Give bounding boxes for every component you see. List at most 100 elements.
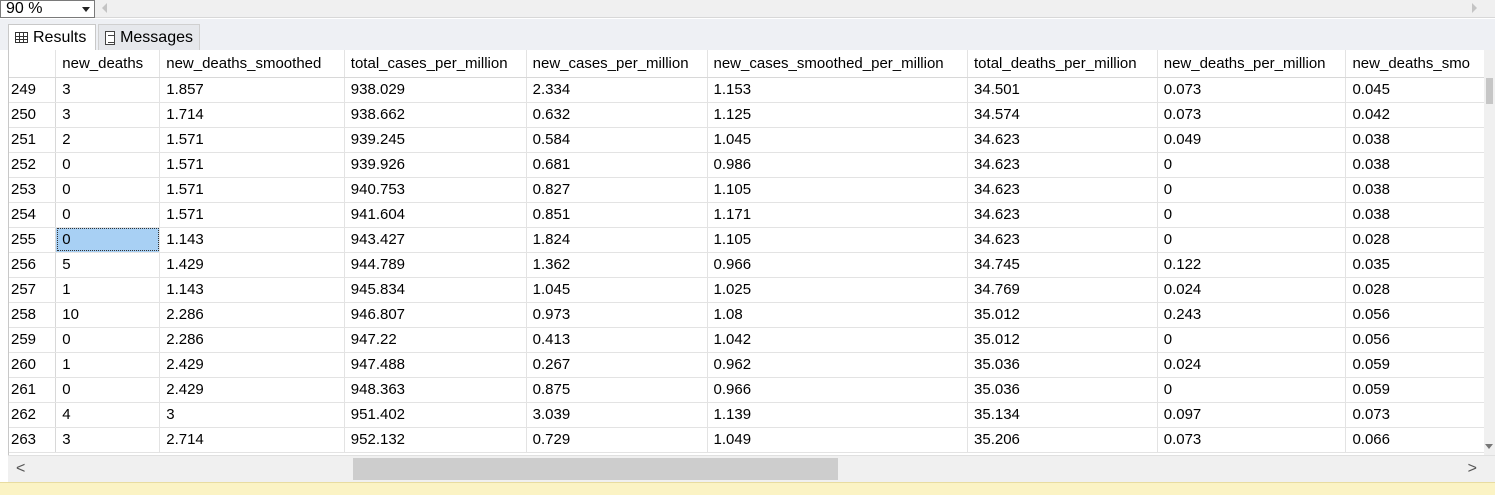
cell-new_deaths_smoothed[interactable]: 2.429 [159,352,345,378]
cell-total_deaths_per_million[interactable]: 35.012 [967,327,1158,353]
table-row[interactable]: 261 0 2.429 948.363 0.875 0.966 35.036 0 0.059 [9,377,1495,403]
cell-new_deaths[interactable]: 5 [55,252,161,278]
cell-new_cases_per_million[interactable]: 0.681 [526,152,708,178]
cell-total_cases_per_million[interactable]: 944.789 [344,252,527,278]
cell-total_deaths_per_million[interactable]: 35.134 [967,402,1158,428]
cell-new_deaths_smo[interactable]: 0.038 [1345,127,1495,153]
cell-new_deaths_smoothed[interactable]: 1.143 [159,277,345,303]
table-row[interactable]: 254 0 1.571 941.604 0.851 1.171 34.623 0 0.038 [9,202,1495,228]
cell-new_deaths_smo[interactable]: 0.028 [1345,227,1495,253]
cell-total_deaths_per_million[interactable]: 34.623 [967,127,1158,153]
cell-new_deaths_smoothed[interactable]: 1.857 [159,77,345,103]
row-number[interactable]: 253 [9,177,57,203]
cell-new_cases_smoothed_per_million[interactable]: 1.049 [707,427,969,453]
cell-new_deaths_smo[interactable]: 0.042 [1345,102,1495,128]
cell-new_deaths_smo[interactable]: 0.038 [1345,177,1495,203]
cell-total_deaths_per_million[interactable]: 34.623 [967,177,1158,203]
cell-total_deaths_per_million[interactable]: 35.036 [967,377,1158,403]
cell-new_deaths[interactable]: 2 [55,127,161,153]
row-number[interactable]: 256 [9,252,57,278]
cell-total_cases_per_million[interactable]: 941.604 [344,202,527,228]
column-header-new_deaths_smoothed[interactable]: new_deaths_smoothed [159,50,345,78]
row-number[interactable]: 255 [9,227,57,253]
column-header-new_cases_smoothed_per_million[interactable]: new_cases_smoothed_per_million [707,50,969,78]
cell-new_deaths_per_million[interactable]: 0 [1157,227,1347,253]
cell-new_deaths_smoothed[interactable]: 2.714 [159,427,345,453]
cell-new_deaths_smo[interactable]: 0.059 [1345,377,1495,403]
cell-new_deaths[interactable]: 0 [55,227,161,253]
column-header-new_deaths_smo[interactable]: new_deaths_smo [1345,50,1495,78]
column-header-new_cases_per_million[interactable]: new_cases_per_million [526,50,708,78]
cell-total_cases_per_million[interactable]: 945.834 [344,277,527,303]
cell-new_deaths[interactable]: 0 [55,177,161,203]
cell-new_cases_per_million[interactable]: 1.045 [526,277,708,303]
cell-new_deaths_smoothed[interactable]: 3 [159,402,345,428]
cell-new_cases_per_million[interactable]: 1.362 [526,252,708,278]
table-row[interactable]: 259 0 2.286 947.22 0.413 1.042 35.012 0 0.056 [9,327,1495,353]
cell-new_deaths[interactable]: 1 [55,352,161,378]
zoom-dropdown[interactable]: 90 % [0,0,95,18]
row-number[interactable]: 261 [9,377,57,403]
cell-new_deaths_smoothed[interactable]: 1.571 [159,177,345,203]
scroll-right-arrow-icon[interactable]: > [1467,460,1477,477]
cell-new_cases_smoothed_per_million[interactable]: 1.025 [707,277,969,303]
row-number[interactable]: 251 [9,127,57,153]
cell-new_deaths_smoothed[interactable]: 2.429 [159,377,345,403]
cell-total_cases_per_million[interactable]: 947.488 [344,352,527,378]
table-row[interactable]: 262 4 3 951.402 3.039 1.139 35.134 0.097 0.073 [9,402,1495,428]
row-number[interactable]: 257 [9,277,57,303]
scroll-down-icon[interactable] [1485,444,1493,449]
cell-new_deaths_per_million[interactable]: 0.024 [1157,352,1347,378]
table-row[interactable]: 258 10 2.286 946.807 0.973 1.08 35.012 0.243 0.0… [9,302,1495,328]
cell-new_deaths[interactable]: 0 [55,202,161,228]
cell-new_cases_per_million[interactable]: 3.039 [526,402,708,428]
column-header-total_cases_per_million[interactable]: total_cases_per_million [344,50,527,78]
row-number[interactable]: 252 [9,152,57,178]
cell-new_cases_per_million[interactable]: 0.875 [526,377,708,403]
cell-new_deaths_per_million[interactable]: 0.073 [1157,102,1347,128]
row-number[interactable]: 254 [9,202,57,228]
cell-new_cases_per_million[interactable]: 0.973 [526,302,708,328]
cell-new_deaths_smoothed[interactable]: 2.286 [159,327,345,353]
cell-new_cases_per_million[interactable]: 0.267 [526,352,708,378]
vertical-scroll-thumb[interactable] [1486,78,1493,104]
cell-new_cases_smoothed_per_million[interactable]: 1.125 [707,102,969,128]
cell-new_deaths_smo[interactable]: 0.045 [1345,77,1495,103]
cell-new_deaths_per_million[interactable]: 0 [1157,152,1347,178]
cell-new_cases_per_million[interactable]: 0.632 [526,102,708,128]
column-header-total_deaths_per_million[interactable]: total_deaths_per_million [967,50,1158,78]
cell-new_cases_per_million[interactable]: 0.729 [526,427,708,453]
cell-new_cases_smoothed_per_million[interactable]: 1.105 [707,227,969,253]
cell-new_deaths_per_million[interactable]: 0.049 [1157,127,1347,153]
row-number[interactable]: 250 [9,102,57,128]
cell-new_deaths[interactable]: 4 [55,402,161,428]
table-row[interactable]: 256 5 1.429 944.789 1.362 0.966 34.745 0.122 0.0… [9,252,1495,278]
table-row[interactable]: 249 3 1.857 938.029 2.334 1.153 34.501 0.073 0.0… [9,77,1495,103]
table-row[interactable]: 252 0 1.571 939.926 0.681 0.986 34.623 0 0.038 [9,152,1495,178]
cell-new_deaths[interactable]: 3 [55,77,161,103]
tab-results[interactable]: Results [8,24,96,50]
table-row[interactable]: 251 2 1.571 939.245 0.584 1.045 34.623 0.049 0.0… [9,127,1495,153]
cell-total_deaths_per_million[interactable]: 34.501 [967,77,1158,103]
cell-new_deaths[interactable]: 0 [55,152,161,178]
cell-new_deaths_smo[interactable]: 0.056 [1345,327,1495,353]
cell-new_deaths[interactable]: 3 [55,427,161,453]
cell-new_cases_smoothed_per_million[interactable]: 1.105 [707,177,969,203]
cell-new_cases_smoothed_per_million[interactable]: 1.139 [707,402,969,428]
cell-new_deaths[interactable]: 0 [55,327,161,353]
cell-total_cases_per_million[interactable]: 939.245 [344,127,527,153]
results-grid[interactable]: new_deaths new_deaths_smoothed total_cases… [8,50,1495,455]
cell-new_cases_smoothed_per_million[interactable]: 1.153 [707,77,969,103]
cell-total_cases_per_million[interactable]: 951.402 [344,402,527,428]
cell-new_deaths_smoothed[interactable]: 1.714 [159,102,345,128]
cell-new_deaths_per_million[interactable]: 0 [1157,377,1347,403]
row-number[interactable]: 259 [9,327,57,353]
row-number-header[interactable] [9,50,57,78]
cell-new_cases_per_million[interactable]: 0.851 [526,202,708,228]
cell-total_cases_per_million[interactable]: 947.22 [344,327,527,353]
cell-total_cases_per_million[interactable]: 943.427 [344,227,527,253]
table-row[interactable]: 263 3 2.714 952.132 0.729 1.049 35.206 0.073 0.0… [9,427,1495,453]
table-row[interactable]: 260 1 2.429 947.488 0.267 0.962 35.036 0.024 0.0… [9,352,1495,378]
row-number[interactable]: 258 [9,302,57,328]
table-row[interactable]: 253 0 1.571 940.753 0.827 1.105 34.623 0 0.038 [9,177,1495,203]
